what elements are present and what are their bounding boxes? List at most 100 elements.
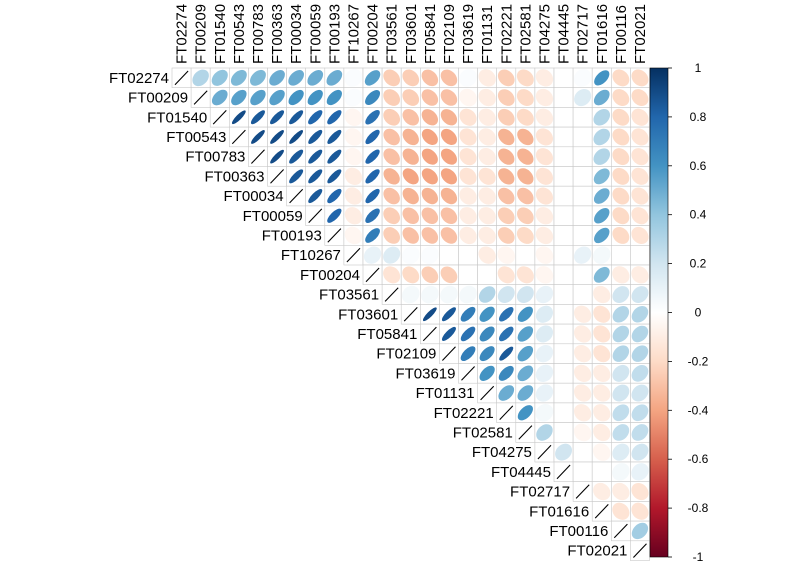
cell-FT00363-FT00193: [324, 166, 345, 187]
cell-FT00363-FT00059: [305, 166, 326, 187]
column-label: FT01616: [594, 4, 611, 64]
cell-FT02274-FT00116: [610, 67, 631, 89]
cell-FT01540-FT01131: [477, 107, 498, 128]
corr-ellipse: [517, 306, 533, 322]
corr-ellipse: [402, 89, 420, 106]
corr-ellipse: [344, 167, 363, 186]
corr-ellipse: [365, 208, 380, 223]
corr-ellipse: [497, 187, 515, 205]
cell-FT03619-FT03619: [458, 363, 478, 384]
cell-FT00204-FT02221: [496, 264, 517, 286]
row-label: FT00204: [300, 267, 360, 284]
cell-FT01540-FT03619: [458, 107, 478, 128]
cell-FT00543-FT04275: [534, 126, 555, 148]
row-label: FT01540: [147, 109, 207, 126]
corr-ellipse: [573, 226, 592, 245]
cell-FT05841-FT00116: [610, 323, 631, 345]
corr-ellipse: [535, 246, 554, 264]
cell-FT00034-FT00034: [286, 185, 307, 207]
column-label: FT01540: [212, 4, 229, 64]
cell-FT00204-FT01616: [591, 264, 612, 286]
cell-FT00543-FT02717: [572, 126, 593, 148]
cell-FT00034-FT00059: [305, 185, 326, 207]
cell-FT03561-FT01616: [591, 284, 612, 305]
cell-FT03601-FT00116: [610, 304, 631, 325]
cell-FT02581-FT02717: [572, 422, 593, 443]
diagonal-mark: [613, 523, 628, 539]
cell-FT00193-FT02717: [572, 225, 593, 246]
cell-FT02221-FT00116: [610, 402, 631, 423]
corr-ellipse: [421, 168, 438, 185]
corr-ellipse: [478, 128, 496, 146]
corr-ellipse: [440, 187, 458, 205]
corr-ellipse: [631, 384, 649, 402]
diagonal-mark: [537, 444, 552, 460]
cell-FT00034-FT02021: [630, 185, 650, 207]
cell-FT00034-FT03619: [458, 185, 478, 207]
corr-ellipse: [612, 305, 630, 323]
cell-FT00034-FT02221: [496, 185, 517, 207]
cell-FT00363-FT00034: [286, 166, 307, 187]
corr-ellipse: [573, 167, 592, 186]
corr-ellipse: [421, 148, 438, 165]
cell-FT01616-FT01616: [591, 501, 612, 522]
corr-ellipse: [440, 227, 458, 244]
row-label: FT00783: [185, 149, 245, 166]
row-label: FT04445: [491, 464, 551, 481]
row-label: FT03619: [395, 365, 455, 382]
cell-FT02274-FT02021: [630, 67, 650, 89]
diagonal-mark: [193, 90, 208, 105]
corr-ellipse: [554, 364, 573, 383]
corr-ellipse: [612, 424, 630, 441]
cell-FT05841-FT02221: [496, 323, 517, 345]
corr-ellipse: [517, 365, 534, 382]
cell-FT01540-FT02717: [572, 107, 593, 128]
corr-ellipse: [344, 69, 363, 87]
corr-ellipse: [573, 423, 592, 442]
corr-ellipse: [459, 128, 477, 146]
cell-FT00209-FT02021: [630, 87, 650, 108]
corr-ellipse: [517, 148, 534, 165]
corr-ellipse: [499, 326, 514, 342]
cell-FT02274-FT00783: [248, 67, 268, 89]
cell-FT03561-FT02109: [439, 284, 459, 305]
cell-FT00783-FT00193: [324, 146, 345, 167]
cell-FT00034-FT00204: [362, 185, 383, 207]
cell-FT05841-FT02717: [572, 323, 593, 345]
corr-ellipse: [498, 365, 514, 381]
corr-ellipse: [535, 403, 554, 422]
cell-FT02274-FT00543: [229, 67, 249, 89]
corr-ellipse: [554, 265, 573, 284]
column-label: FT00543: [231, 4, 248, 64]
cell-FT03601-FT02717: [572, 304, 593, 325]
corr-ellipse: [554, 246, 573, 265]
corr-ellipse: [478, 147, 496, 166]
corr-ellipse: [365, 110, 380, 125]
corr-ellipse: [631, 286, 649, 304]
diagonal-mark: [518, 425, 533, 440]
cell-FT00204-FT02021: [630, 264, 650, 286]
cell-FT00543-FT02021: [630, 126, 650, 148]
diagonal-mark: [270, 169, 284, 184]
cell-FT00059-FT02581: [515, 205, 536, 226]
cell-FT00193-FT02581: [515, 225, 536, 246]
cell-FT02717-FT02021: [630, 481, 650, 502]
column-label: FT00209: [193, 4, 210, 64]
corr-ellipse: [535, 285, 554, 304]
corr-ellipse: [554, 384, 573, 402]
corr-ellipse: [593, 364, 611, 383]
corr-ellipse: [441, 307, 456, 322]
cell-FT01131-FT01616: [591, 382, 612, 404]
corr-ellipse: [441, 326, 456, 341]
cell-FT00059-FT04275: [534, 205, 555, 226]
corr-ellipse: [421, 266, 439, 284]
cell-FT05841-FT01131: [477, 323, 498, 345]
corr-ellipse: [594, 70, 610, 86]
corr-ellipse: [440, 168, 457, 185]
cell-FT01131-FT02581: [515, 382, 536, 404]
row-label: FT04275: [472, 444, 532, 461]
cell-FT00783-FT00204: [362, 146, 383, 167]
corr-ellipse: [459, 88, 477, 107]
cell-FT02274-FT03619: [458, 67, 478, 89]
cell-FT00783-FT02221: [496, 146, 517, 167]
